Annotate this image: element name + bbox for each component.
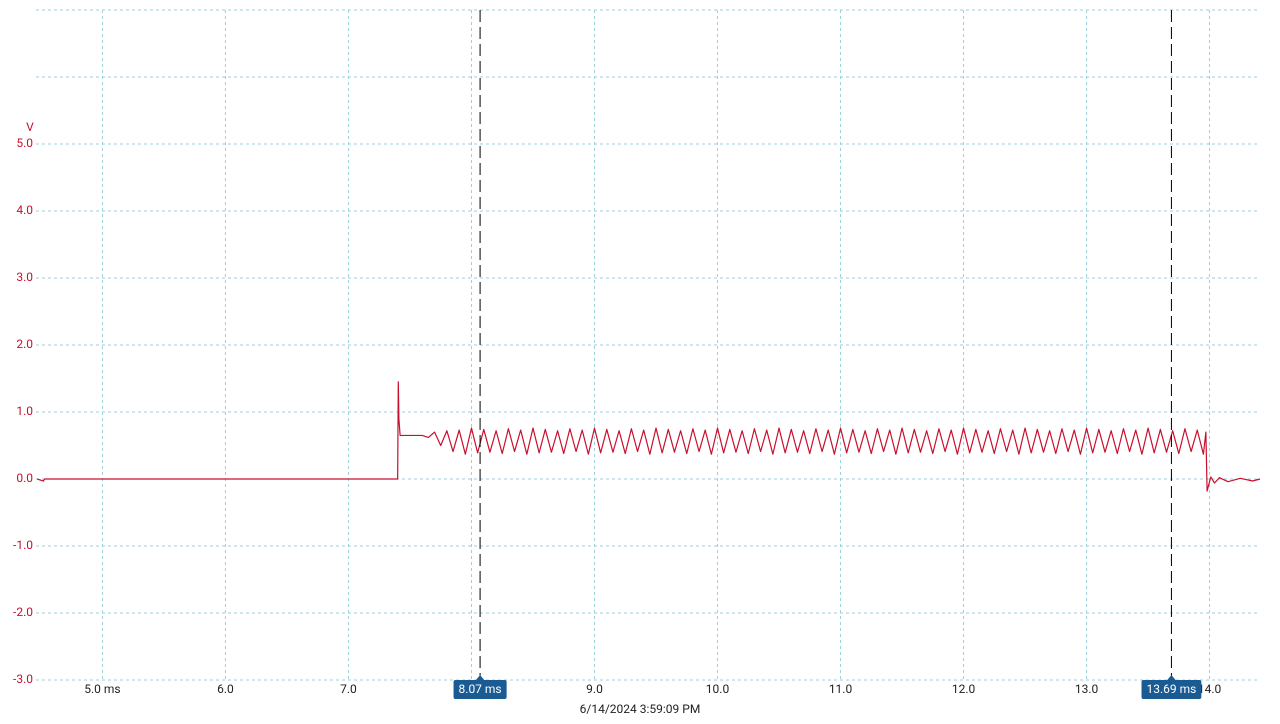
cursor-label-text: 8.07 ms [459, 682, 502, 696]
cursor-pointer [475, 675, 486, 681]
cursor-label: 13.69 ms [1141, 675, 1202, 699]
x-tick-label: 9.0 [586, 682, 603, 696]
x-tick-label: 5.0 ms [84, 682, 120, 696]
y-tick-label: 5.0 [16, 136, 33, 150]
x-tick-label: 13.0 [1075, 682, 1099, 696]
x-tick-label: 6.0 [217, 682, 234, 696]
cursor-label-box [1141, 680, 1202, 699]
y-unit: V [26, 120, 34, 134]
y-tick-label: 0.0 [16, 471, 33, 485]
cursor-label-text: 13.69 ms [1147, 682, 1197, 696]
timestamp: 6/14/2024 3:59:09 PM [580, 702, 701, 716]
y-tick-label: -2.0 [13, 605, 33, 619]
y-tick-label: 4.0 [16, 203, 33, 217]
cursor-pointer [1166, 675, 1177, 681]
y-tick-label: 3.0 [16, 270, 33, 284]
cursor-label-box [453, 680, 507, 699]
x-tick-label: 12.0 [952, 682, 976, 696]
y-tick-label: 1.0 [16, 404, 33, 418]
signal-trace [37, 381, 1261, 492]
x-tick-label: 10.0 [706, 682, 730, 696]
x-tick-label: 14.0 [1198, 682, 1222, 696]
x-tick-label: 11.0 [829, 682, 853, 696]
y-tick-label: 2.0 [16, 337, 33, 351]
x-tick-label: 7.0 [340, 682, 357, 696]
y-tick-label: -1.0 [13, 538, 33, 552]
cursor-label: 8.07 ms [453, 675, 507, 699]
y-tick-label: -3.0 [13, 672, 33, 686]
